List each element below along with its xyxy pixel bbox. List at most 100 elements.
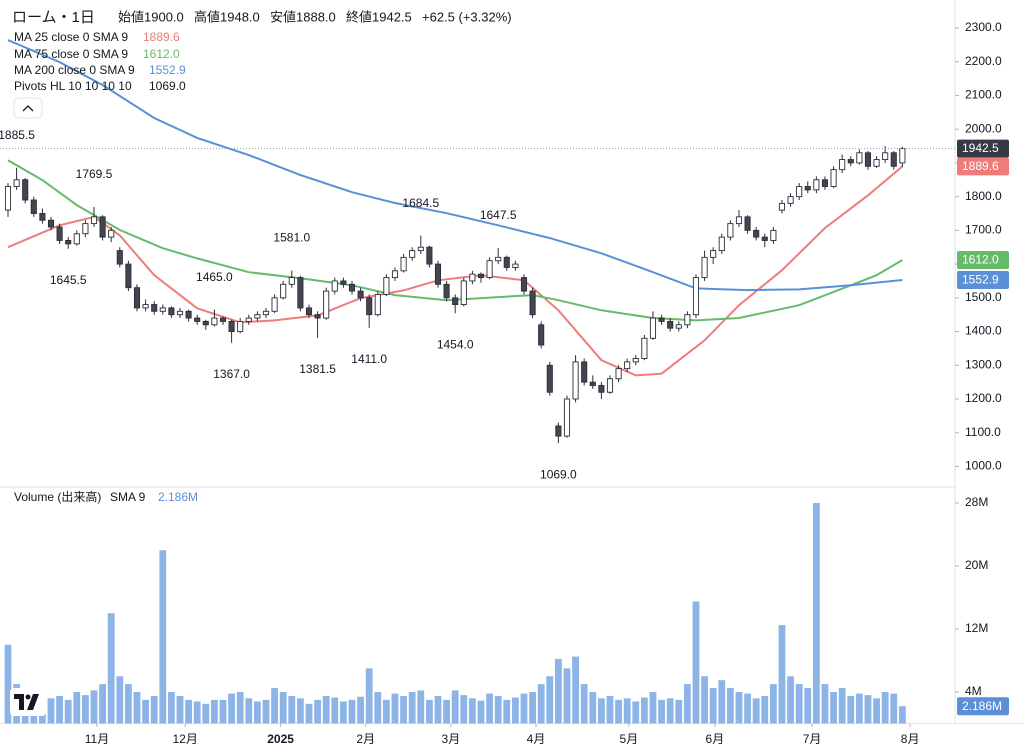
candle-layer: [4, 146, 906, 444]
volume-bar: [228, 693, 235, 724]
legend: ローム・1日 始値1900.0 高値1948.0 安値1888.0 終値1942…: [12, 9, 512, 504]
pivot-label: 1367.0: [213, 367, 250, 381]
candle-body: [133, 287, 141, 309]
volume-bar: [795, 684, 803, 724]
volume-bar: [864, 695, 872, 724]
volume-bar: [580, 684, 588, 724]
x-tick-label: 12月: [172, 732, 197, 746]
volume-bar: [193, 701, 201, 724]
ma-line: [7, 39, 903, 292]
candle-body: [839, 159, 846, 171]
volume-bar: [529, 691, 536, 724]
volume-bar: [812, 502, 820, 724]
candle-body: [400, 256, 407, 272]
volume-legend: Volume (出来高): [14, 489, 101, 504]
volume-bar: [296, 698, 304, 724]
candle-body: [90, 216, 98, 225]
volume-bar: [873, 698, 880, 724]
volume-bar: [890, 693, 898, 724]
x-tick-label: 11月: [85, 732, 109, 746]
volume-bar: [898, 706, 906, 724]
y-tick-label: 2300.0: [965, 20, 1002, 34]
candle-body: [606, 378, 614, 393]
volume-bar: [434, 695, 442, 724]
volume-bar: [107, 613, 115, 724]
candle-body: [262, 310, 270, 316]
candle-body: [426, 246, 433, 265]
candle-body: [176, 310, 184, 316]
y-tick-label: 1200.0: [965, 391, 1002, 405]
candle-body: [13, 179, 20, 187]
candle-body: [125, 263, 132, 289]
pivot-label: 1411.0: [351, 352, 387, 366]
volume-bar: [133, 691, 141, 724]
volume-bar: [623, 698, 631, 724]
volume-sma-value: 2.186M: [158, 490, 198, 504]
candle-body: [340, 280, 347, 285]
x-tick-label: 2月: [356, 732, 375, 746]
candle-body: [30, 199, 37, 214]
candle-body: [675, 324, 682, 329]
volume-bar: [271, 688, 278, 724]
candle-body: [761, 236, 768, 241]
volume-bar: [159, 550, 167, 724]
candle-body: [211, 317, 218, 326]
chart-title: ローム・1日: [12, 9, 95, 26]
ohlc-open: 始値1900.0: [118, 9, 184, 24]
volume-bar: [185, 699, 192, 724]
candle-body: [434, 263, 442, 285]
legend-ma200-value: 1552.9: [149, 63, 186, 77]
pivot-label: 1381.5: [299, 362, 336, 376]
candle-body: [151, 304, 158, 312]
legend-ma25-value: 1889.6: [143, 30, 180, 44]
candle-body: [830, 169, 837, 187]
volume-bar: [288, 695, 296, 724]
x-tick-label: 5月: [620, 732, 639, 746]
y-tick-label: 1800.0: [965, 189, 1002, 203]
volume-bar: [804, 688, 812, 724]
collapse-button[interactable]: [13, 97, 43, 119]
volume-bar: [726, 688, 734, 724]
legend-ma200: MA 200 close 0 SMA 9: [14, 63, 135, 77]
volume-bar: [279, 691, 287, 724]
ohlc-close: 終値1942.5: [346, 9, 412, 24]
ohlc-high: 高値1948.0: [194, 9, 260, 24]
candle-body: [4, 186, 12, 211]
pivot-label: 1581.0: [273, 231, 310, 245]
candle-body: [245, 317, 252, 322]
volume-bar: [314, 699, 321, 724]
volume-bar: [589, 691, 597, 724]
candle-body: [366, 297, 373, 316]
candle-body: [899, 148, 906, 164]
pivot-label: 1684.5: [402, 196, 439, 210]
volume-bar: [778, 625, 786, 724]
candle-body: [546, 364, 553, 393]
legend-ma25: MA 25 close 0 SMA 9: [14, 30, 128, 44]
ma-line: [7, 165, 904, 377]
candle-body: [39, 213, 46, 221]
candle-body: [718, 236, 725, 252]
candle-body: [804, 186, 811, 191]
candle-body: [821, 179, 829, 187]
ma-line: [7, 159, 903, 322]
candle-body: [658, 317, 665, 322]
x-tick-label: 8月: [901, 732, 920, 746]
x-tick-label: 7月: [803, 732, 822, 746]
volume-bar: [210, 699, 218, 724]
y-tick-label: 1100.0: [965, 425, 1001, 439]
candle-body: [572, 361, 579, 400]
volume-bar: [554, 658, 562, 724]
x-tick-label: 2025: [267, 732, 294, 746]
candle-body: [469, 273, 476, 282]
volume-bar: [709, 688, 717, 724]
volume-bar: [769, 684, 777, 724]
volume-bar: [477, 700, 485, 724]
volume-bar: [692, 601, 700, 724]
candle-body: [305, 307, 313, 316]
candle-body: [374, 293, 381, 316]
volume-layer: [4, 502, 906, 724]
candle-body: [649, 317, 657, 339]
candle-body: [744, 216, 751, 231]
candle-body: [890, 152, 897, 167]
